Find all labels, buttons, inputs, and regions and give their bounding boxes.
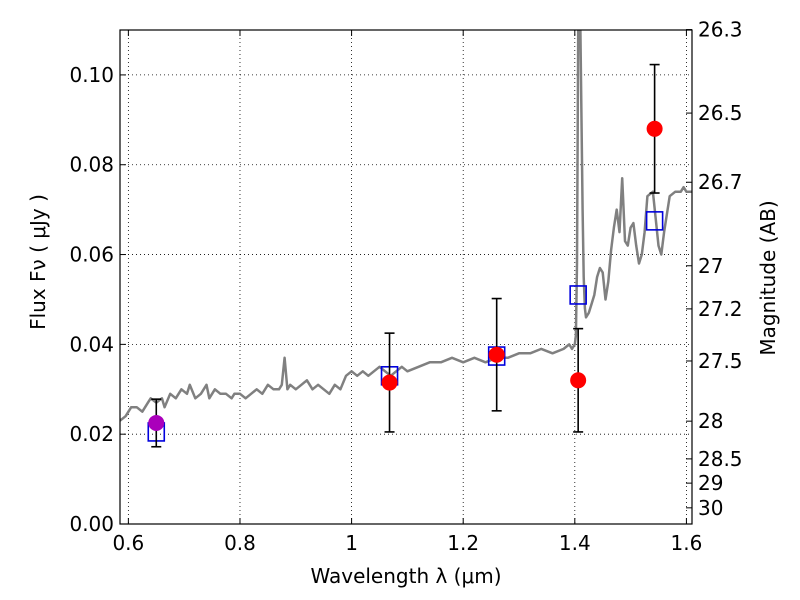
x-axis-title: Wavelength λ (μm) [310,564,501,588]
y2-tick-label: 26.3 [698,18,743,42]
y2-tick-label: 29 [698,471,723,495]
plot-background [120,30,692,524]
y2-tick-label: 30 [698,496,723,520]
y2-axis-title: Magnitude (AB) [756,200,780,355]
observed-point [570,372,587,389]
y2-tick-label: 27 [698,254,723,278]
model-square-point [569,285,587,305]
y-tick-label: 0.00 [69,512,114,536]
observed-point [148,414,165,431]
y-tick-label: 0.02 [69,422,114,446]
model-square-point [645,211,664,231]
x-tick-label: 0.8 [224,531,256,555]
observed-point [488,346,505,363]
x-tick-label: 0.6 [112,531,144,555]
y-tick-label: 0.08 [69,153,114,177]
y2-tick-label: 27.2 [698,297,743,321]
y2-tick-label: 27.5 [698,349,743,373]
plot-content [120,30,692,448]
y-axis-title: Flux Fν ( μJy ) [26,194,50,330]
spectrum-line [120,30,692,422]
x-tick-label: 1.2 [447,531,479,555]
y-tick-label: 0.10 [69,63,114,87]
observed-point [646,120,663,137]
y2-tick-label: 26.5 [698,101,743,125]
y2-tick-label: 28 [698,409,723,433]
y-tick-label: 0.06 [69,243,114,267]
x-tick-label: 1.4 [559,531,591,555]
x-tick-label: 1.6 [671,531,703,555]
x-axis: 0.6 0.8 1 1.2 1.4 1.6 [112,30,702,555]
plot-frame [119,29,693,525]
y-axis: 0.00 0.02 0.04 0.06 0.08 0.10 [69,63,126,536]
y-tick-label: 0.04 [69,332,114,356]
x-tick-label: 1 [345,531,358,555]
y2-tick-label: 26.7 [698,170,743,194]
observed-point [381,374,398,391]
y2-tick-label: 28.5 [698,447,743,471]
